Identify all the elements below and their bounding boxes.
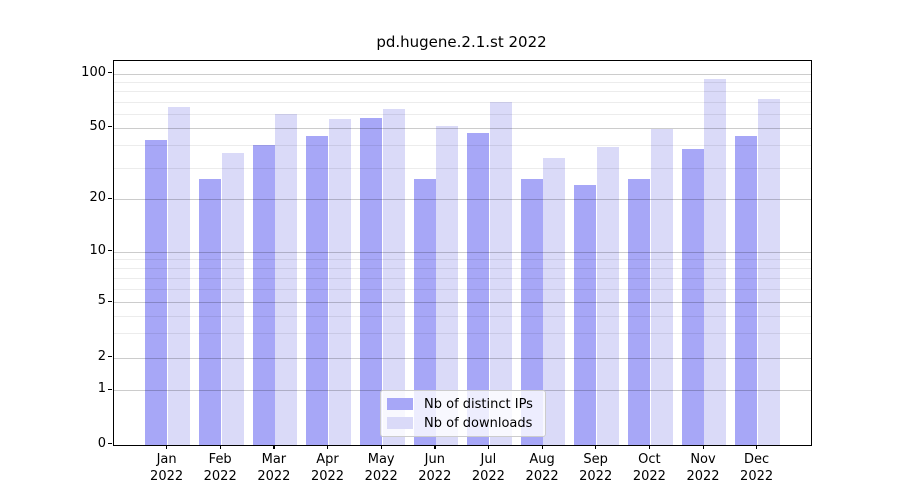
- bar-downloads-jul: [489, 101, 512, 445]
- bar-distinct-ips-jul: [467, 132, 490, 445]
- y-tick-label-5: 5: [97, 293, 106, 308]
- bar-downloads-oct: [650, 129, 673, 445]
- bar-downloads-nov: [704, 79, 727, 445]
- y-tick-label-20: 20: [89, 190, 106, 206]
- x-tick-dec: [756, 445, 758, 449]
- bar-downloads-apr: [328, 118, 351, 445]
- x-tick-jun: [434, 445, 436, 449]
- x-tick-jul: [487, 445, 490, 449]
- gridline-major-20: [114, 199, 811, 201]
- chart-title: pd.hugene.2.1.st 2022: [376, 33, 547, 51]
- gridline-minor-80: [114, 91, 811, 93]
- bar-downloads-dec: [757, 99, 780, 445]
- legend-swatch-distinct-ips: [387, 398, 413, 410]
- bar-distinct-ips-jan: [145, 139, 168, 445]
- gridline-minor-70: [114, 101, 811, 103]
- x-tick-sep: [595, 445, 597, 449]
- y-tick-2: [108, 356, 112, 358]
- bar-distinct-ips-feb: [198, 178, 221, 445]
- legend-label-distinct-ips: Nb of distinct IPs: [424, 396, 533, 412]
- x-tick-label-jan: Jan 2022: [150, 452, 184, 484]
- bar-downloads-mar: [275, 113, 298, 445]
- x-tick-oct: [648, 445, 651, 449]
- bar-distinct-ips-jun: [413, 178, 436, 445]
- y-tick-label-100: 100: [81, 64, 106, 80]
- gridline-minor-6: [114, 288, 811, 290]
- y-tick-label-10: 10: [89, 242, 106, 258]
- gridline-major-100: [114, 73, 811, 75]
- bar-distinct-ips-nov: [681, 149, 704, 445]
- legend-label-downloads: Nb of downloads: [424, 415, 533, 431]
- x-tick-label-sep: Sep 2022: [579, 452, 613, 484]
- bar-distinct-ips-aug: [520, 178, 543, 445]
- plot-area: [113, 60, 812, 446]
- x-tick-label-apr: Apr 2022: [310, 452, 345, 484]
- x-tick-label-may: May 2022: [364, 452, 398, 484]
- legend-swatch-downloads: [387, 417, 413, 429]
- gridline-minor-3: [114, 332, 811, 334]
- gridline-minor-40: [114, 145, 811, 147]
- y-tick-20: [108, 197, 112, 200]
- x-tick-label-feb: Feb 2022: [203, 452, 237, 484]
- x-tick-label-jul: Jul 2022: [471, 452, 505, 484]
- x-tick-apr: [327, 445, 329, 449]
- y-tick-0: [108, 443, 112, 445]
- x-tick-label-oct: Oct 2022: [632, 452, 666, 484]
- legend-item-downloads: Nb of downloads: [387, 416, 537, 431]
- gridline-major-5: [114, 302, 811, 303]
- bar-downloads-jun: [436, 126, 459, 445]
- y-tick-label-2: 2: [97, 348, 106, 364]
- y-tick-label-0: 0: [97, 435, 106, 451]
- y-tick-1: [108, 388, 112, 390]
- x-tick-may: [380, 445, 382, 449]
- gridline-minor-30: [114, 167, 811, 169]
- y-tick-10: [108, 250, 112, 252]
- x-tick-label-dec: Dec 2022: [740, 452, 774, 484]
- y-tick-label-1: 1: [97, 381, 106, 396]
- bar-distinct-ips-sep: [574, 185, 597, 445]
- y-tick-5: [108, 300, 112, 302]
- x-tick-label-jun: Jun 2022: [418, 452, 452, 484]
- gridline-minor-9: [114, 259, 811, 261]
- x-tick-mar: [273, 445, 275, 449]
- bar-downloads-jan: [167, 107, 190, 445]
- bar-downloads-sep: [597, 147, 619, 445]
- x-tick-label-nov: Nov 2022: [686, 452, 720, 484]
- x-tick-jan: [166, 445, 168, 449]
- gridline-major-2: [114, 357, 811, 359]
- gridline-minor-60: [114, 113, 811, 115]
- x-tick-nov: [702, 445, 704, 449]
- gridline-minor-90: [114, 81, 811, 83]
- bar-downloads-may: [382, 108, 405, 445]
- bar-distinct-ips-dec: [735, 135, 758, 445]
- gridline-minor-4: [114, 315, 811, 317]
- y-tick-label-50: 50: [89, 118, 106, 134]
- x-tick-feb: [219, 445, 221, 449]
- bar-distinct-ips-may: [359, 117, 382, 445]
- legend-item-distinct-ips: Nb of distinct IPs: [387, 397, 537, 412]
- x-tick-aug: [541, 445, 543, 449]
- bar-downloads-aug: [543, 157, 566, 445]
- x-tick-label-aug: Aug 2022: [525, 452, 559, 484]
- bar-distinct-ips-mar: [252, 145, 275, 445]
- bar-distinct-ips-oct: [628, 178, 651, 445]
- bar-downloads-feb: [221, 153, 244, 445]
- legend: Nb of distinct IPs Nb of downloads: [380, 390, 546, 437]
- gridline-major-50: [114, 127, 811, 129]
- gridline-major-10: [114, 251, 811, 253]
- gridline-minor-7: [114, 277, 811, 279]
- bar-distinct-ips-apr: [306, 135, 329, 445]
- y-tick-50: [108, 126, 112, 128]
- y-tick-100: [108, 72, 112, 74]
- gridline-minor-8: [114, 267, 811, 269]
- x-tick-label-mar: Mar 2022: [257, 452, 291, 484]
